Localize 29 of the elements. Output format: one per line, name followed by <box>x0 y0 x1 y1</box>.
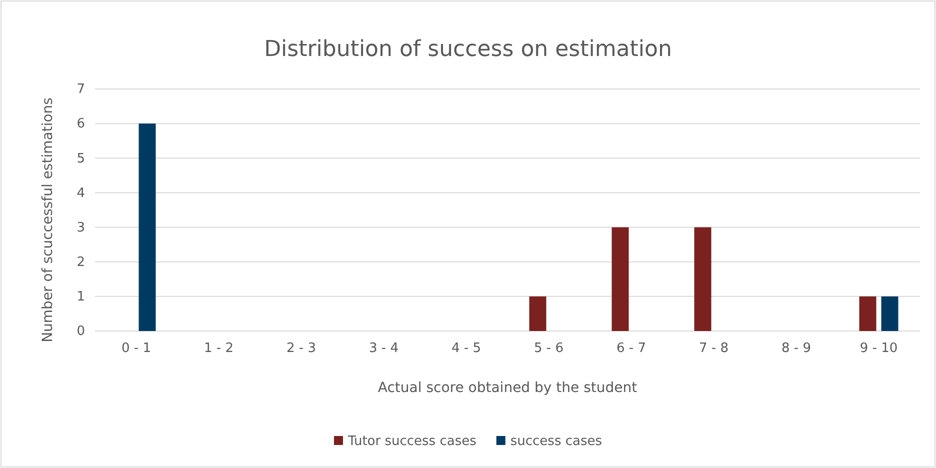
x-tick-label: 4 - 5 <box>452 341 481 356</box>
y-tick-label: 3 <box>76 220 85 236</box>
y-tick-label: 1 <box>76 290 85 305</box>
x-tick-label: 0 - 1 <box>122 341 151 356</box>
legend-label: success cases <box>510 434 602 449</box>
x-tick-label: 6 - 7 <box>616 341 646 356</box>
y-tick-label: 7 <box>76 82 85 98</box>
bar <box>694 227 712 331</box>
chart-title: Distribution of success on estimation <box>264 37 672 62</box>
y-tick-label: 2 <box>76 255 85 270</box>
y-tick-label: 6 <box>76 116 85 132</box>
x-tick-label: 1 - 2 <box>204 341 234 356</box>
x-tick-label: 5 - 6 <box>534 341 564 356</box>
x-tick-label: 8 - 9 <box>782 341 811 356</box>
bar <box>859 296 876 331</box>
y-tick-label: 4 <box>76 186 85 201</box>
bar <box>881 296 898 331</box>
bar <box>612 227 629 331</box>
bar <box>529 296 546 331</box>
y-tick-label: 0 <box>76 324 85 340</box>
x-tick-label: 2 - 3 <box>286 341 316 356</box>
bar <box>138 124 156 331</box>
x-tick-label: 3 - 4 <box>369 341 398 356</box>
x-tick-label: 7 - 8 <box>699 341 728 356</box>
y-axis-title: Number of scuccessful estimations <box>40 98 56 342</box>
legend-label: Tutor success cases <box>346 434 477 449</box>
x-axis-title: Actual score obtained by the student <box>378 380 638 396</box>
y-tick-label: 5 <box>76 151 85 166</box>
x-tick-label: 9 - 10 <box>860 341 898 356</box>
